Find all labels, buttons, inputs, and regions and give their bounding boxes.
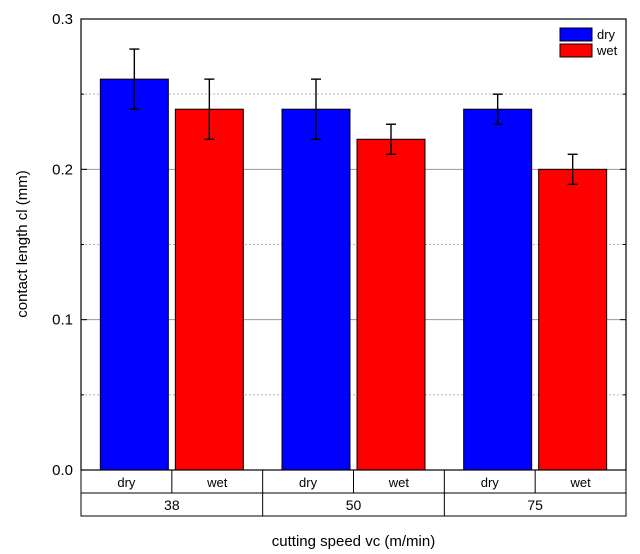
bars-layer: [99, 78, 608, 471]
category-label-dry: dry: [299, 475, 318, 490]
legend-swatch-wet: [559, 43, 593, 58]
legend-label-wet: wet: [596, 43, 618, 58]
category-label-wet: wet: [388, 475, 410, 490]
error-bars-layer: [129, 48, 578, 186]
y-tick-label: 0.2: [52, 161, 73, 178]
legend-label-dry: dry: [597, 27, 616, 42]
bar-wet-75: [538, 168, 608, 471]
group-label-38: 38: [164, 497, 180, 513]
legend-swatch-dry: [559, 27, 593, 42]
category-table: dry wet dry wet dry wet 38 50 75: [80, 469, 627, 517]
bar-dry-38: [99, 78, 169, 471]
y-tick-label: 0.3: [52, 11, 73, 28]
y-tick-label: 0.0: [52, 462, 73, 479]
group-label-50: 50: [346, 497, 362, 513]
category-label-wet: wet: [569, 475, 591, 490]
group-label-75: 75: [527, 497, 543, 513]
gridlines: [81, 93, 626, 396]
bar-wet-38: [174, 108, 244, 471]
x-axis-label: cutting speed vc (m/min): [272, 533, 435, 550]
category-label-wet: wet: [206, 475, 228, 490]
category-label-dry: dry: [117, 475, 136, 490]
y-axis-label: contact length cl (mm): [14, 170, 31, 318]
category-label-dry: dry: [481, 475, 500, 490]
y-tick-label: 0.1: [52, 312, 73, 329]
bar-dry-50: [281, 108, 351, 471]
bar-wet-50: [356, 138, 426, 471]
bar-dry-75: [463, 108, 533, 471]
